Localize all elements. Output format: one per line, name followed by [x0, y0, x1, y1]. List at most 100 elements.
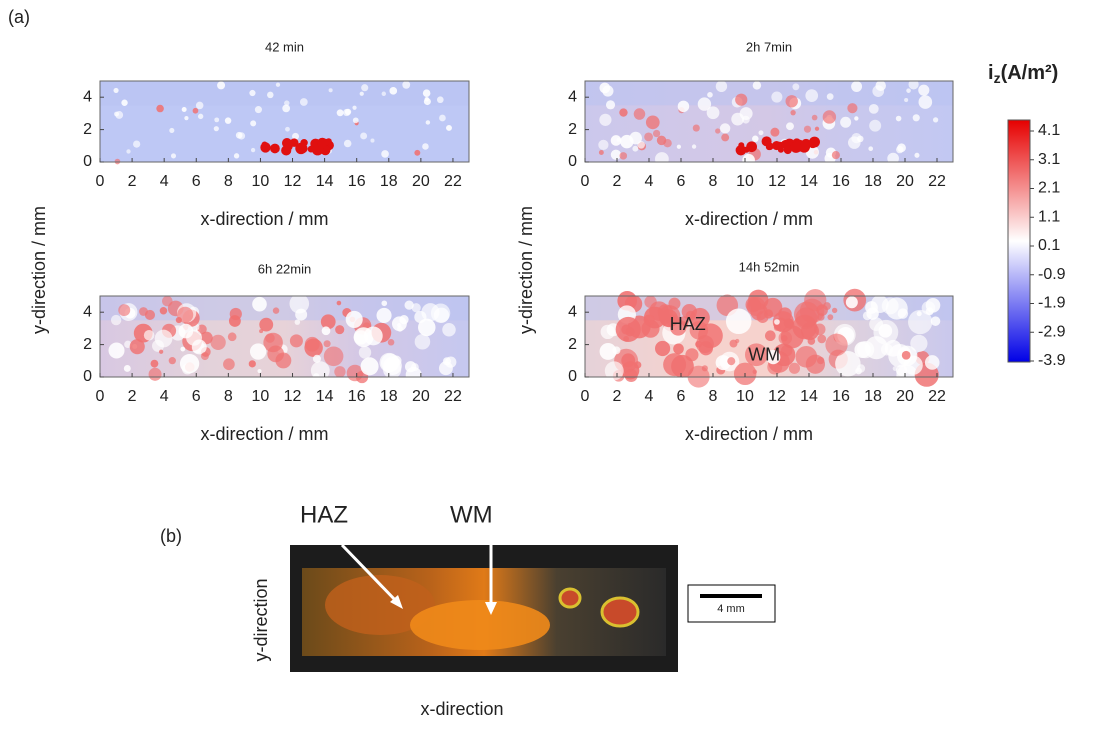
heatmap-spot	[344, 108, 352, 116]
y-axis-label: y-direction / mm	[29, 206, 49, 334]
heatmap-spot	[748, 142, 756, 150]
heatmap-spot	[761, 136, 772, 147]
heatmap-spot	[605, 100, 616, 110]
heatmap-spot	[179, 354, 200, 374]
y-tick-label: 0	[568, 368, 577, 385]
x-tick-label: 8	[709, 388, 718, 405]
heatmap-spot	[270, 143, 280, 154]
x-tick-label: 0	[96, 173, 105, 190]
heatmap-spot	[752, 135, 759, 143]
colorbar-tick-label: -3.9	[1038, 352, 1066, 369]
heatmap-spot	[795, 345, 818, 368]
heatmap-spot	[325, 138, 332, 145]
scale-label: 4 mm	[717, 603, 745, 615]
heatmap-spot	[793, 301, 820, 328]
heatmap-spot	[656, 135, 667, 146]
heatmap-spot	[423, 98, 431, 106]
heatmap-spot	[827, 314, 834, 321]
heatmap-spot	[869, 119, 882, 132]
heatmap-spot	[360, 357, 379, 376]
heatmap-spot	[359, 91, 364, 96]
heatmap-spot	[787, 321, 795, 330]
heatmap-spot	[150, 359, 159, 368]
heatmap-spot	[897, 143, 906, 153]
heatmap-spot	[260, 142, 271, 153]
heatmap-spot	[321, 326, 331, 336]
heatmap-spot	[156, 104, 164, 113]
heatmap-top	[585, 81, 953, 106]
colorbar-tick-label: -2.9	[1038, 323, 1066, 340]
heatmap-spot	[184, 116, 189, 121]
heatmap-spot	[249, 343, 267, 360]
colorbar-tick-label: 0.1	[1038, 237, 1060, 254]
heatmap-spot	[764, 330, 776, 342]
heatmap-spot	[402, 80, 411, 89]
heatmap-spot	[233, 153, 240, 159]
x-tick-label: 4	[160, 173, 169, 190]
heatmap-spot	[831, 151, 840, 160]
heatmap-spot	[903, 355, 923, 375]
heatmap-spot	[389, 86, 398, 95]
heatmap-spot	[725, 308, 752, 335]
x-tick-label: 20	[896, 173, 914, 190]
panel-label: (a)	[8, 7, 30, 27]
heatmap-spot	[785, 95, 798, 108]
y-tick-label: 4	[568, 303, 577, 320]
colorbar-tick-label: 1.1	[1038, 208, 1060, 225]
heatmap-spot	[643, 314, 655, 326]
heatmap-spot	[932, 117, 939, 123]
heatmap-spot	[756, 311, 769, 323]
x-tick-label: 8	[224, 173, 233, 190]
x-tick-label: 6	[192, 388, 201, 405]
heatmap-spot	[692, 124, 700, 132]
heatmap-spot	[281, 145, 292, 156]
plot-frame	[99, 295, 470, 378]
heatmap-spot	[168, 357, 176, 365]
heatmap-spot	[803, 125, 812, 133]
annotation: HAZ	[670, 314, 706, 334]
heatmap-spot	[381, 150, 389, 158]
heatmap-spot	[624, 368, 638, 382]
heatmap-spot	[868, 103, 879, 114]
heatmap-spot	[307, 145, 315, 153]
x-tick-label: 16	[348, 173, 366, 190]
heatmap-spot	[632, 145, 639, 152]
heatmap-spot	[439, 114, 446, 122]
x-axis-label: x-direction / mm	[685, 209, 813, 229]
heatmap-spot	[422, 89, 431, 97]
x-tick-label: 8	[224, 388, 233, 405]
heatmap-spot	[721, 133, 730, 142]
heatmap-spot	[637, 140, 645, 149]
heatmap-spot	[706, 106, 720, 120]
colorbar-tick-label: 2.1	[1038, 180, 1060, 197]
heatmap-spot	[352, 117, 359, 124]
heatmap-spot	[323, 346, 344, 367]
colorbar-tick-label: 4.1	[1038, 122, 1060, 139]
heatmap-spot	[748, 289, 769, 310]
heatmap-spot	[772, 141, 782, 151]
heatmap-spot	[697, 97, 712, 111]
x-tick-label: 12	[768, 388, 786, 405]
x-tick-label: 2	[128, 388, 137, 405]
heatmap-spot	[252, 296, 267, 312]
heatmap-spot	[808, 138, 818, 149]
heatmap-spot	[781, 139, 791, 149]
heatmap-spot	[673, 343, 684, 355]
heatmap-spot	[118, 304, 131, 317]
heatmap-spot	[175, 316, 182, 324]
colorbar-tick-label: 3.1	[1038, 151, 1060, 168]
x-tick-label: 6	[677, 388, 686, 405]
y-tick-label: 2	[568, 121, 577, 138]
heatmap-spot	[633, 108, 646, 120]
heatmap-spot	[320, 314, 336, 330]
x-tick-label: 10	[252, 173, 270, 190]
heatmap-spot	[895, 115, 902, 122]
heatmap-spot	[918, 84, 930, 96]
heatmap-spot	[901, 350, 911, 360]
heatmap-spot	[744, 343, 768, 367]
heatmap-spot	[870, 295, 889, 314]
heatmap-spot	[727, 357, 736, 366]
heatmap-spot	[845, 296, 858, 309]
heatmap-spot	[259, 317, 274, 332]
